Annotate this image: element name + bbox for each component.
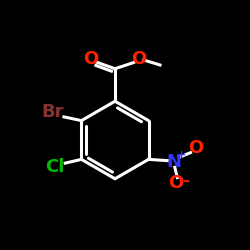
Text: O: O [84, 50, 99, 68]
Text: +: + [177, 150, 186, 160]
Text: N: N [166, 153, 181, 171]
Text: O: O [168, 174, 184, 192]
Text: O: O [188, 139, 204, 157]
Text: O: O [131, 50, 146, 68]
Text: Cl: Cl [46, 158, 65, 176]
Text: –: – [182, 174, 189, 188]
Text: Br: Br [42, 104, 64, 122]
